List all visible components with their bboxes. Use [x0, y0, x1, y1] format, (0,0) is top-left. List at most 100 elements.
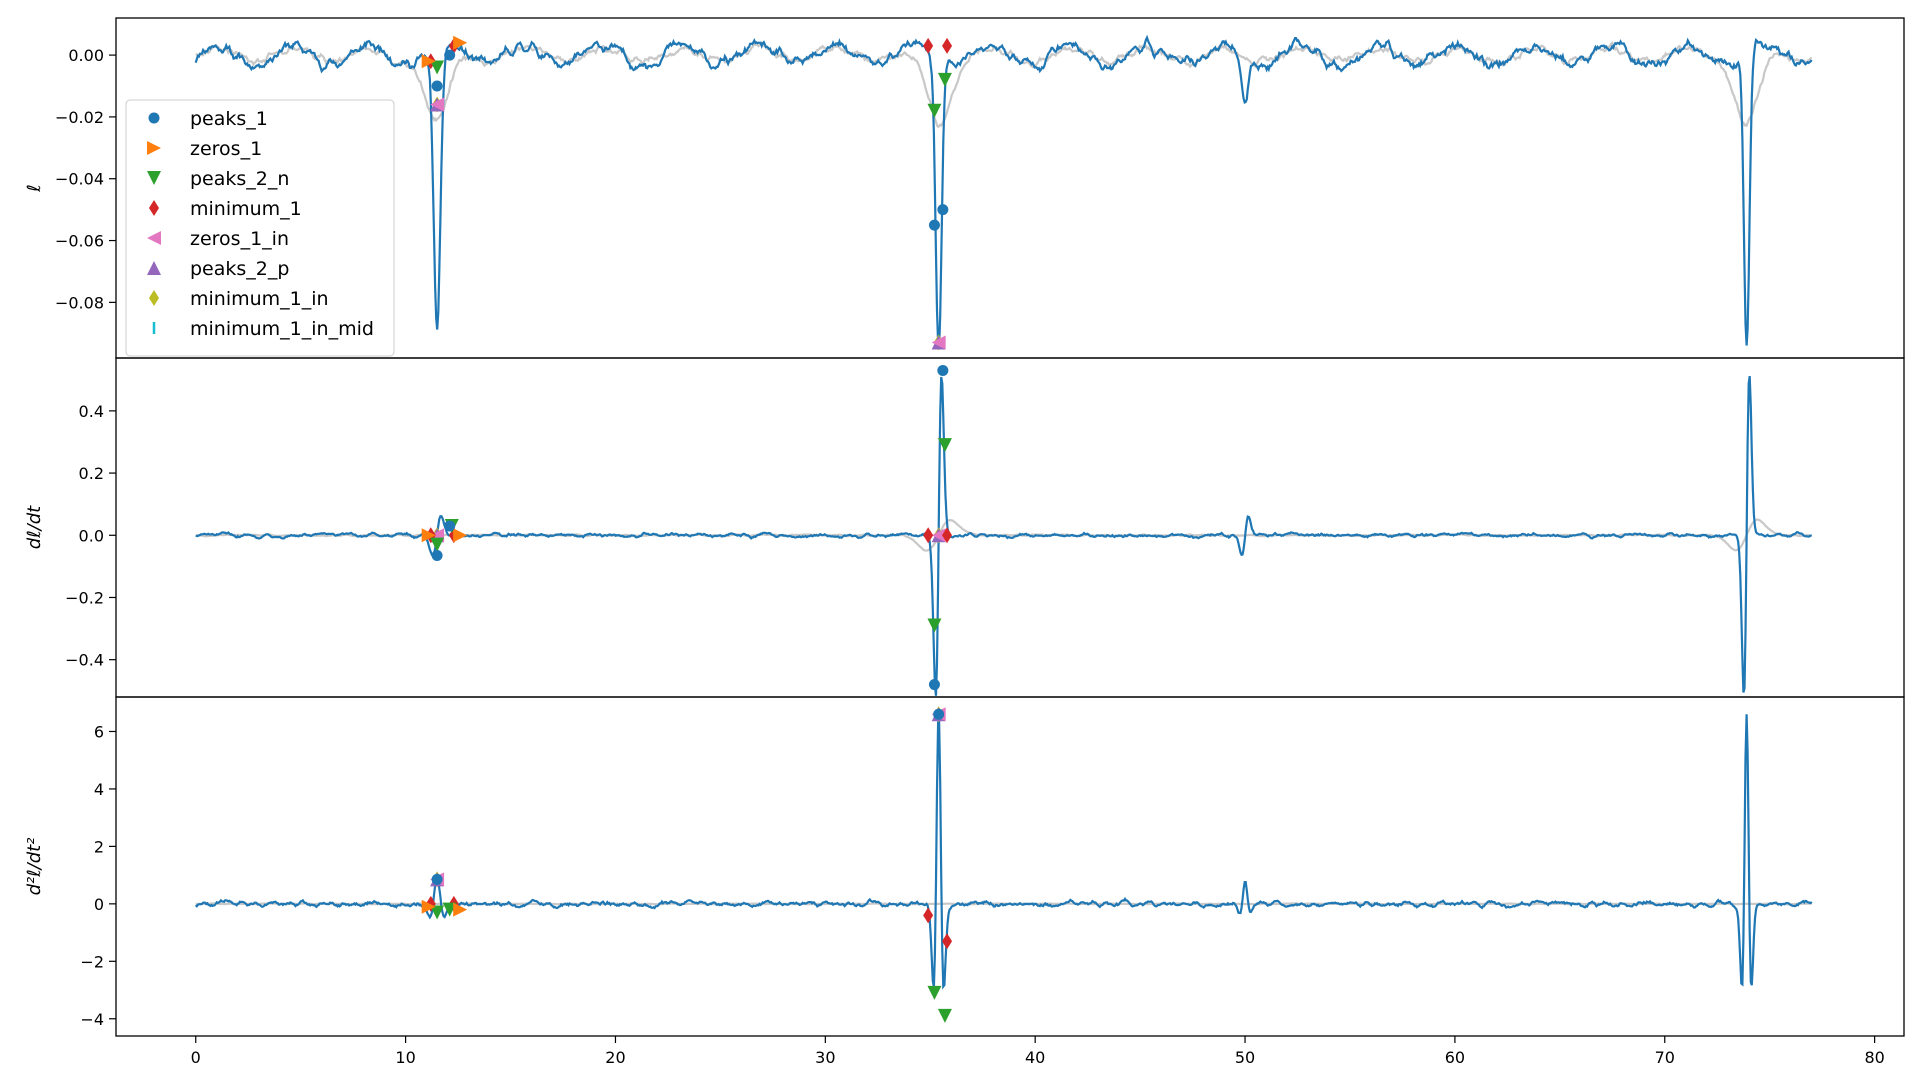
y-axis-label: ℓ — [24, 184, 45, 192]
marker-peaks-1 — [444, 49, 456, 61]
marker-peaks-1 — [928, 219, 940, 231]
legend-marker-zeros-1-in — [147, 231, 161, 245]
legend-label: zeros_1 — [190, 138, 262, 160]
marker-zeros-1 — [453, 528, 468, 543]
y-tick-label: 0 — [94, 895, 104, 914]
legend-marker-minimum-1 — [149, 200, 159, 216]
marker-peaks-1 — [937, 204, 949, 216]
y-tick-label: −0.4 — [65, 651, 104, 670]
plot-area — [195, 364, 1812, 696]
marker-peaks-1 — [431, 80, 443, 92]
marker-peaks-2-n — [430, 60, 445, 75]
x-tick-label: 30 — [815, 1048, 835, 1067]
marker-zeros-1 — [421, 528, 436, 543]
y-tick-label: 6 — [94, 722, 104, 741]
legend-item-zeros-1-in: zeros_1_in — [147, 228, 289, 250]
y-tick-label: −0.2 — [65, 588, 104, 607]
marker-zeros-1-in — [931, 528, 946, 543]
axes-frame — [115, 696, 1905, 1037]
panel-light-curve: 0.00 −0.02 −0.04 −0.06 −0.08 ℓ — [24, 17, 1905, 359]
marker-minimum-1 — [942, 933, 953, 950]
marker-zeros-1-in — [430, 97, 445, 112]
legend-item-minimum-1-in-mid: minimum_1_in_mid — [152, 318, 374, 340]
legend-item-peaks-1: peaks_1 — [148, 108, 268, 130]
legend-label: zeros_1_in — [190, 228, 289, 250]
marker-minimum-1 — [923, 527, 934, 544]
marker-zeros-1 — [453, 902, 468, 917]
panel-first-derivative: 0.4 0.2 0.0 −0.2 −0.4 dℓ/dt — [24, 357, 1905, 698]
marker-peaks-2-n — [927, 985, 942, 1000]
marker-zeros-1-in — [931, 335, 946, 350]
marker-peaks-2-n — [430, 537, 445, 552]
marker-minimum-1 — [942, 527, 953, 544]
x-tick-label: 70 — [1655, 1048, 1675, 1067]
legend-item-minimum-1-in: minimum_1_in — [149, 288, 329, 310]
legend-item-zeros-1: zeros_1 — [147, 138, 262, 160]
marker-zeros-1 — [421, 899, 436, 914]
legend-marker-zeros-1 — [147, 141, 161, 155]
marker-peaks-1 — [431, 873, 443, 885]
y-tick-label: −0.02 — [55, 108, 104, 127]
legend-frame — [125, 99, 395, 357]
y-tick-label: −0.04 — [55, 170, 104, 189]
legend-label: minimum_1_in_mid — [190, 318, 374, 340]
y-tick-label: −0.06 — [55, 232, 104, 251]
x-tick-label: 20 — [605, 1048, 625, 1067]
x-tick-label: 10 — [395, 1048, 415, 1067]
y-tick-label: 2 — [94, 837, 104, 856]
marker-minimum-1 — [923, 907, 934, 924]
marker-minimum-1 — [923, 37, 934, 54]
main-series-line — [194, 34, 1813, 349]
y-axis-label: dℓ/dt — [24, 505, 45, 549]
x-tick-label: 0 — [191, 1048, 201, 1067]
y-tick-label: 4 — [94, 780, 104, 799]
y-tick-label: 0.4 — [79, 402, 104, 421]
legend-label: peaks_1 — [190, 108, 268, 130]
smoothed-series-line — [195, 41, 1812, 129]
x-tick-label: 40 — [1025, 1048, 1045, 1067]
legend-marker-minimum-1-in — [149, 290, 159, 306]
marker-peaks-2-n — [430, 905, 445, 920]
y-tick-label: 0.00 — [68, 46, 104, 65]
marker-peaks-2-n — [927, 103, 942, 118]
marker-peaks-1 — [928, 679, 940, 691]
axes-frame — [115, 357, 1905, 698]
marker-peaks-2-n — [937, 1008, 952, 1023]
y-axis-label: d²ℓ/dt² — [24, 838, 45, 896]
legend-marker-peaks-1 — [148, 112, 160, 124]
legend-marker-peaks-2-n — [147, 171, 161, 185]
legend-item-minimum-1: minimum_1 — [149, 198, 302, 220]
marker-minimum-1 — [942, 37, 953, 54]
marker-peaks-1 — [937, 364, 949, 376]
plot-area — [194, 34, 1813, 351]
y-tick-label: −2 — [80, 952, 104, 971]
marker-peaks-2-n — [927, 618, 942, 633]
marker-peaks-1 — [431, 549, 443, 561]
y-tick-label: 0.2 — [79, 464, 104, 483]
legend-label: minimum_1 — [190, 198, 302, 220]
legend-label: peaks_2_n — [190, 168, 289, 190]
marker-peaks-1 — [933, 708, 945, 720]
x-tick-label: 50 — [1235, 1048, 1255, 1067]
marker-peaks-1 — [444, 520, 456, 532]
main-series-line — [194, 714, 1813, 990]
legend-item-peaks-2-n: peaks_2_n — [147, 168, 289, 190]
y-tick-label: −4 — [80, 1010, 104, 1029]
marker-zeros-1 — [421, 54, 436, 69]
x-tick-label: 80 — [1864, 1048, 1884, 1067]
legend-item-peaks-2-p: peaks_2_p — [147, 258, 289, 280]
legend-label: minimum_1_in — [190, 288, 329, 310]
legend: peaks_1 zeros_1 peaks_2_n minimum_1 zeros_1_… — [125, 99, 395, 357]
marker-peaks-2-n — [937, 438, 952, 453]
legend-label: peaks_2_p — [190, 258, 289, 280]
x-tick-label: 60 — [1445, 1048, 1465, 1067]
marker-zeros-1 — [453, 35, 468, 50]
marker-peaks-2-n — [937, 72, 952, 87]
y-tick-label: 0.0 — [79, 526, 104, 545]
legend-marker-peaks-2-p — [147, 261, 161, 275]
y-tick-label: −0.08 — [55, 293, 104, 312]
plot-area — [194, 706, 1813, 1023]
